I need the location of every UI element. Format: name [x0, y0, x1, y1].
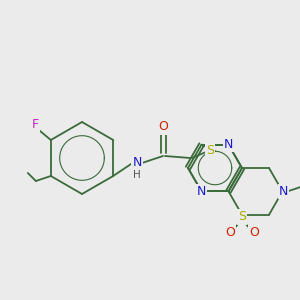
Text: N: N: [197, 185, 206, 198]
Text: S: S: [206, 145, 214, 158]
Text: N: N: [279, 185, 288, 198]
Text: S: S: [238, 210, 246, 223]
Text: O: O: [249, 226, 259, 239]
Text: N: N: [132, 157, 142, 169]
Text: N: N: [224, 138, 233, 151]
Text: F: F: [31, 118, 38, 131]
Text: H: H: [133, 170, 141, 180]
Text: O: O: [158, 121, 168, 134]
Text: O: O: [225, 226, 235, 239]
